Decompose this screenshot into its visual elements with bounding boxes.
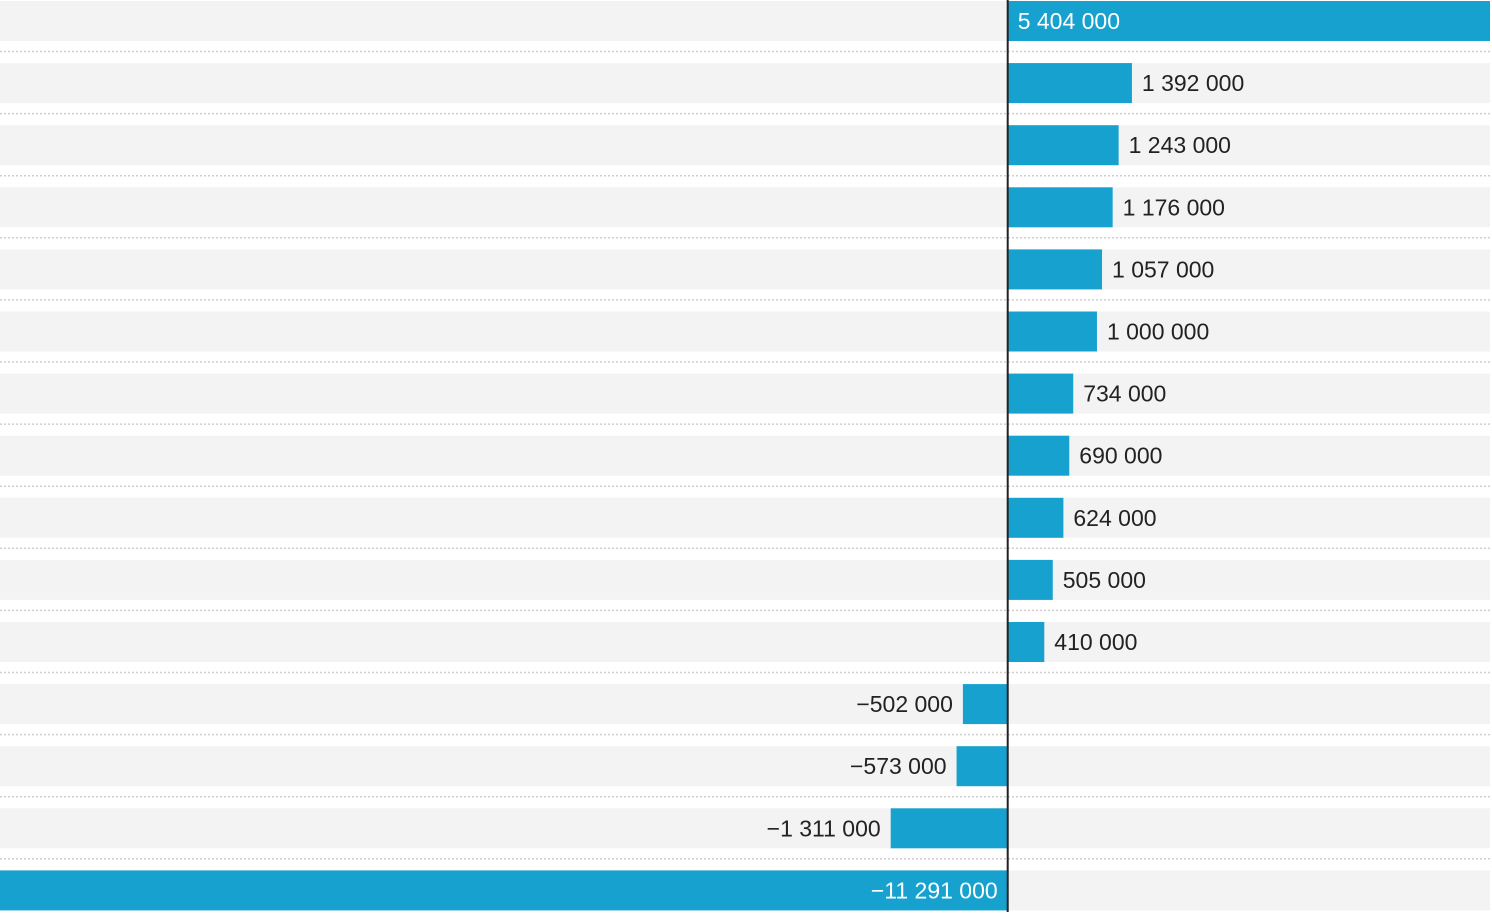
row-band	[0, 808, 1490, 849]
row-band	[0, 249, 1490, 290]
bar-value-label: 1 057 000	[1112, 256, 1214, 282]
bar-value-label: 1 243 000	[1129, 132, 1231, 158]
bar-value-label: 1 392 000	[1142, 70, 1244, 96]
bar-value-label: 1 000 000	[1107, 319, 1209, 345]
bar	[1007, 435, 1070, 476]
bar-value-label: −573 000	[850, 753, 947, 779]
bar	[1007, 311, 1097, 352]
row-band	[0, 435, 1490, 476]
row-band	[0, 684, 1490, 725]
bar-value-label: −502 000	[856, 691, 953, 717]
row-band	[0, 622, 1490, 662]
bar-value-label: −1 311 000	[767, 815, 881, 841]
row-band	[0, 311, 1490, 352]
bar-value-label: 734 000	[1083, 381, 1166, 407]
bar	[1007, 622, 1045, 662]
bar-value-label: 410 000	[1054, 629, 1137, 655]
bar-value-label: 624 000	[1073, 505, 1156, 531]
bar-value-label: 690 000	[1079, 443, 1162, 469]
row-band	[0, 497, 1490, 538]
bar	[1007, 1, 1490, 41]
bar	[1007, 125, 1119, 166]
bar	[890, 808, 1008, 849]
bar	[956, 746, 1008, 787]
row-band	[0, 559, 1490, 600]
row-band	[0, 63, 1490, 104]
row-band	[0, 125, 1490, 166]
row-band	[0, 187, 1490, 228]
bar	[1007, 63, 1132, 104]
bar-value-label: −11 291 000	[871, 877, 998, 903]
bar	[1007, 249, 1103, 290]
bar	[1007, 373, 1074, 414]
row-band	[0, 373, 1490, 414]
row-band	[0, 746, 1490, 787]
bar-value-label: 5 404 000	[1018, 8, 1120, 34]
bar	[0, 870, 1008, 911]
bar	[1007, 187, 1113, 228]
bar	[1007, 559, 1053, 600]
bar-value-label: 505 000	[1063, 567, 1146, 593]
bar	[962, 684, 1008, 725]
bar	[1007, 497, 1064, 538]
bar-value-label: 1 176 000	[1123, 194, 1225, 220]
